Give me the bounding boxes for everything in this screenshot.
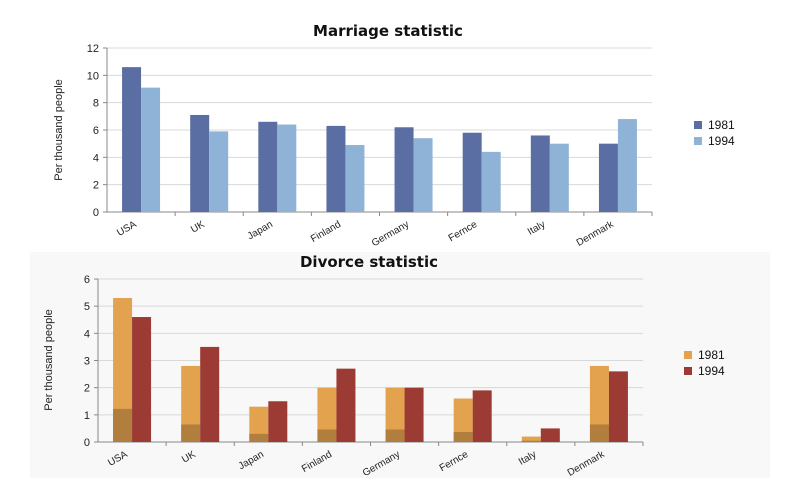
legend-label-1981: 1981 bbox=[708, 118, 735, 132]
bar-1994-Japan bbox=[268, 401, 288, 442]
legend-swatch-1994 bbox=[684, 367, 692, 375]
bar-1981-Fernce bbox=[453, 398, 473, 442]
y-tick-label: 12 bbox=[87, 43, 99, 55]
x-tick-label: Italy bbox=[526, 219, 547, 238]
bar-1994-USA bbox=[141, 87, 161, 212]
legend-swatch-1981 bbox=[694, 121, 702, 129]
bar-1981-USA bbox=[122, 67, 142, 212]
y-axis-label: Per thousand people bbox=[53, 79, 65, 181]
bar-1994-Germany bbox=[404, 387, 424, 442]
bar-1981-Finland bbox=[326, 125, 346, 212]
bar-1981-UK bbox=[190, 114, 210, 212]
bar-1994-Denmark bbox=[617, 119, 637, 212]
bar-1981-Japan bbox=[249, 406, 269, 442]
x-tick-label: Finland bbox=[309, 219, 343, 245]
x-tick-label: Japan bbox=[246, 219, 275, 242]
chart-title: Marriage statistic bbox=[313, 22, 463, 40]
chart-title: Divorce statistic bbox=[300, 253, 438, 271]
bar-shade bbox=[181, 424, 201, 442]
bar-1994-Finland bbox=[345, 145, 365, 212]
bar-1994-Germany bbox=[413, 138, 433, 212]
bar-shade bbox=[113, 408, 133, 442]
bar-1994-UK bbox=[209, 131, 229, 212]
y-tick-label: 8 bbox=[93, 98, 99, 110]
y-tick-label: 2 bbox=[84, 383, 90, 395]
bar-shade bbox=[521, 440, 541, 442]
y-tick-label: 0 bbox=[84, 437, 90, 449]
y-tick-label: 6 bbox=[93, 125, 99, 137]
legend-label-1994: 1994 bbox=[698, 364, 725, 378]
x-tick-label: UK bbox=[189, 219, 207, 236]
y-tick-label: 1 bbox=[84, 410, 90, 422]
bar-shade bbox=[249, 433, 269, 442]
y-tick-label: 0 bbox=[93, 207, 99, 219]
bar-1994-Italy bbox=[549, 143, 569, 212]
bar-1994-Italy bbox=[540, 428, 560, 442]
bar-1981-Italy bbox=[521, 436, 541, 442]
y-tick-label: 2 bbox=[93, 180, 99, 192]
y-tick-label: 3 bbox=[84, 356, 90, 368]
bar-1994-Denmark bbox=[608, 371, 628, 442]
bar-1994-Fernce bbox=[472, 390, 492, 442]
y-tick-label: 6 bbox=[84, 274, 90, 286]
y-tick-label: 4 bbox=[93, 152, 99, 164]
y-tick-label: 10 bbox=[87, 70, 99, 82]
bar-1981-Germany bbox=[385, 387, 405, 442]
bar-shade bbox=[317, 429, 337, 442]
x-tick-label: Germany bbox=[370, 219, 411, 249]
bar-shade bbox=[589, 424, 609, 442]
x-tick-label: Fernce bbox=[447, 219, 480, 244]
y-axis-label: Per thousand people bbox=[43, 309, 55, 411]
bar-1981-Fernce bbox=[462, 132, 482, 212]
x-tick-label: Denmark bbox=[575, 219, 616, 249]
y-tick-label: 5 bbox=[84, 301, 90, 313]
bar-1981-Italy bbox=[530, 135, 550, 212]
legend-swatch-1981 bbox=[684, 351, 692, 359]
chart-2: Divorce statistic 0 1 2 3 4 5 6 Per thousand peo… bbox=[30, 252, 770, 479]
legend-swatch-1994 bbox=[694, 137, 702, 145]
x-tick-label: USA bbox=[115, 219, 139, 239]
bar-shade bbox=[453, 432, 473, 442]
bar-1981-Denmark bbox=[589, 365, 609, 442]
bar-1981-Germany bbox=[394, 127, 414, 212]
y-tick-label: 4 bbox=[84, 328, 90, 340]
bar-1994-Japan bbox=[277, 124, 297, 212]
legend-label-1994: 1994 bbox=[708, 134, 735, 148]
bar-1981-UK bbox=[181, 365, 201, 442]
bar-shade bbox=[385, 429, 405, 442]
bar-1994-Finland bbox=[336, 368, 356, 442]
chart-1: Marriage statistic 0 2 4 6 8 10 12 Per thousand … bbox=[53, 22, 735, 249]
legend-label-1981: 1981 bbox=[698, 348, 725, 362]
bar-1994-Fernce bbox=[481, 151, 501, 212]
bar-1981-Japan bbox=[258, 121, 278, 212]
bar-1994-USA bbox=[132, 317, 152, 442]
bar-1981-USA bbox=[113, 298, 133, 442]
bar-1994-UK bbox=[200, 346, 220, 442]
bar-1981-Finland bbox=[317, 387, 337, 442]
bar-1981-Denmark bbox=[598, 143, 618, 212]
